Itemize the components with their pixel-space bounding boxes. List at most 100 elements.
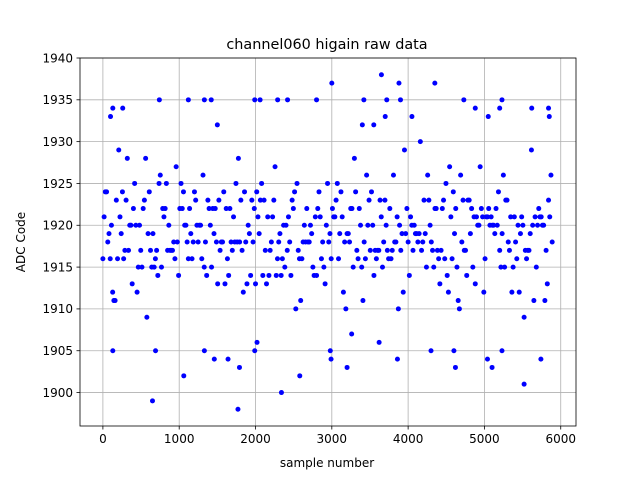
data-point <box>439 206 445 212</box>
data-point <box>191 189 197 195</box>
data-point <box>415 239 421 245</box>
data-point <box>214 122 220 128</box>
data-point <box>246 231 252 237</box>
data-point <box>304 206 310 212</box>
data-point <box>484 214 490 220</box>
data-point <box>531 298 537 304</box>
data-point <box>266 272 272 278</box>
data-point <box>118 231 124 237</box>
data-point <box>405 239 411 245</box>
data-point <box>183 222 189 228</box>
data-point <box>484 356 490 362</box>
data-point <box>464 272 470 278</box>
data-point <box>535 222 541 228</box>
data-point <box>377 197 383 203</box>
data-point <box>116 147 122 153</box>
data-point <box>140 206 146 212</box>
y-tick-label: 1935 <box>42 93 73 107</box>
data-point <box>399 231 405 237</box>
data-point <box>309 231 315 237</box>
data-point <box>486 206 492 212</box>
data-point <box>327 231 333 237</box>
data-point <box>193 197 199 203</box>
data-point <box>325 180 331 186</box>
data-point <box>337 231 343 237</box>
data-point <box>480 214 486 220</box>
data-point <box>347 239 353 245</box>
data-point <box>444 272 450 278</box>
data-point <box>208 97 214 103</box>
data-point <box>278 390 284 396</box>
data-point <box>198 222 204 228</box>
data-point <box>472 105 478 111</box>
data-point <box>150 231 156 237</box>
data-point <box>342 239 348 245</box>
data-point <box>288 272 294 278</box>
data-point <box>329 206 335 212</box>
data-point <box>356 206 362 212</box>
data-point <box>400 289 406 295</box>
data-point <box>143 155 149 161</box>
data-point <box>110 348 116 354</box>
data-point <box>130 206 136 212</box>
data-point <box>106 231 112 237</box>
data-point <box>361 239 367 245</box>
x-tick-label: 4000 <box>393 432 424 446</box>
data-point <box>395 306 401 312</box>
data-point <box>188 231 194 237</box>
data-point <box>393 239 399 245</box>
data-point <box>301 222 307 228</box>
data-point <box>132 180 138 186</box>
data-point <box>179 206 185 212</box>
data-point <box>273 272 279 278</box>
data-point <box>181 373 187 379</box>
data-point <box>514 256 520 262</box>
data-point <box>149 398 155 404</box>
data-point <box>283 222 289 228</box>
data-point <box>528 147 534 153</box>
data-point <box>390 172 396 178</box>
data-point <box>397 97 403 103</box>
data-point <box>104 189 110 195</box>
data-point <box>493 206 499 212</box>
data-point <box>238 197 244 203</box>
data-point <box>226 272 232 278</box>
data-point <box>397 222 403 228</box>
data-point <box>172 256 178 262</box>
data-point <box>206 206 212 212</box>
data-point <box>276 239 282 245</box>
data-point <box>420 239 426 245</box>
data-point <box>521 314 527 320</box>
data-point <box>312 214 318 220</box>
data-point <box>265 214 271 220</box>
data-point <box>378 72 384 78</box>
data-point <box>156 97 162 103</box>
data-point <box>416 231 422 237</box>
data-point <box>344 364 350 370</box>
data-point <box>498 264 504 270</box>
data-point <box>334 180 340 186</box>
data-point <box>323 222 329 228</box>
data-point <box>458 172 464 178</box>
data-point <box>423 264 429 270</box>
data-point <box>267 247 273 253</box>
data-point <box>224 256 230 262</box>
data-point <box>201 348 207 354</box>
data-point <box>171 239 177 245</box>
data-point <box>154 247 160 253</box>
data-point <box>343 306 349 312</box>
data-point <box>422 231 428 237</box>
data-point <box>151 264 157 270</box>
data-point <box>530 222 536 228</box>
data-point <box>396 80 402 86</box>
data-point <box>101 214 107 220</box>
data-point <box>277 231 283 237</box>
data-point <box>361 97 367 103</box>
data-point <box>327 348 333 354</box>
y-tick-label: 1920 <box>42 219 73 233</box>
data-point <box>449 256 455 262</box>
data-point <box>378 214 384 220</box>
data-point <box>443 180 449 186</box>
data-point <box>438 247 444 253</box>
